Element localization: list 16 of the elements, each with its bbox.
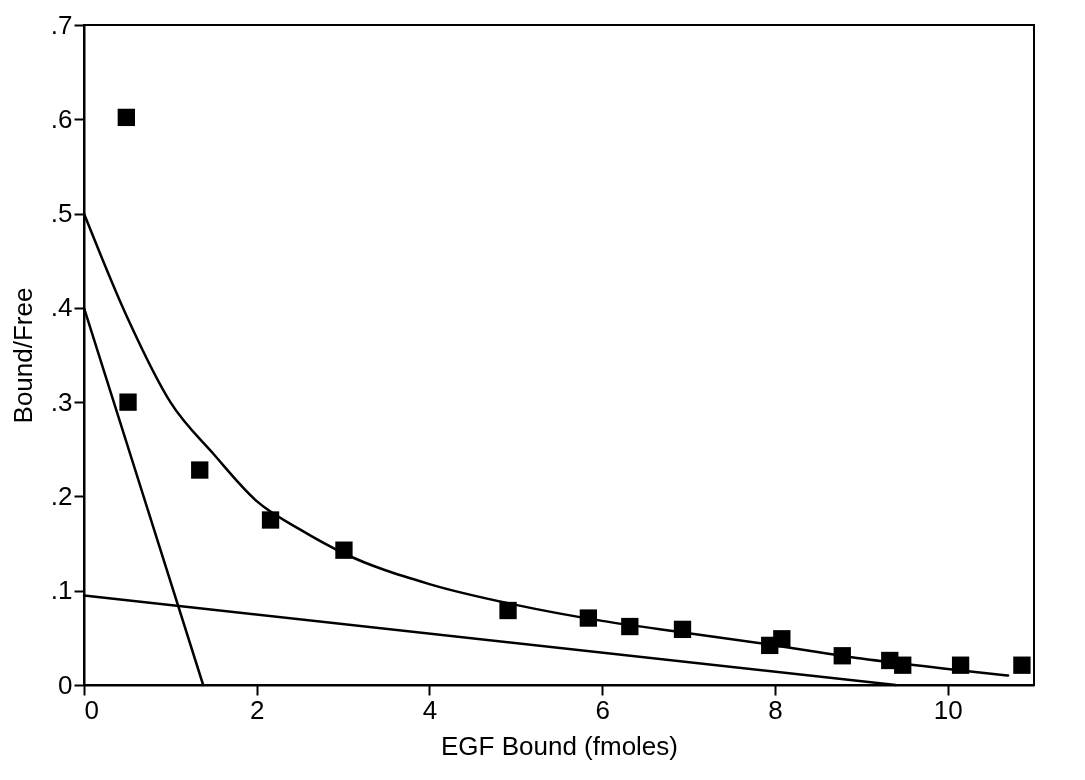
- y-tick-label: .6: [50, 103, 73, 134]
- x-tick-label: 6: [595, 694, 610, 725]
- y-tick-label: .7: [50, 9, 73, 40]
- x-tick-label: 0: [84, 694, 99, 725]
- y-tick-label: .4: [50, 292, 73, 323]
- x-tick-label: 4: [422, 694, 438, 725]
- x-tick-label: 2: [249, 694, 265, 725]
- y-axis-title: Bound/Free: [7, 287, 38, 424]
- y-tick-label: .2: [50, 480, 73, 511]
- x-tick-label: 8: [768, 694, 783, 725]
- x-axis-title: EGF Bound (fmoles): [441, 730, 678, 761]
- x-tick-label: 10: [933, 694, 963, 725]
- y-tick-label: 0: [58, 669, 73, 700]
- y-tick-label: .5: [50, 198, 73, 229]
- y-tick-label: .3: [50, 386, 73, 417]
- y-tick-label: .1: [50, 575, 73, 606]
